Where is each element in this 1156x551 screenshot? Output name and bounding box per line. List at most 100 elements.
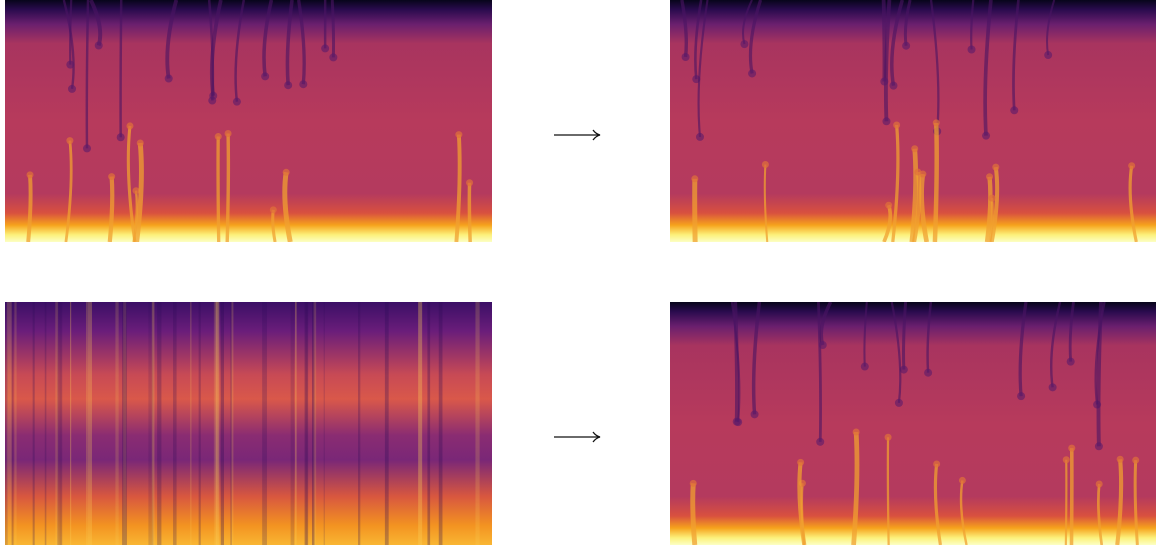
texture xyxy=(1063,456,1070,463)
texture xyxy=(83,144,91,152)
texture xyxy=(283,169,290,176)
texture xyxy=(1068,445,1075,452)
texture xyxy=(888,437,889,545)
texture xyxy=(108,173,115,180)
texture xyxy=(321,44,329,52)
texture xyxy=(45,302,47,545)
texture xyxy=(148,302,153,545)
texture xyxy=(816,438,824,446)
texture xyxy=(1017,392,1025,400)
texture xyxy=(295,302,297,545)
texture xyxy=(157,302,161,545)
texture xyxy=(199,302,201,545)
texture xyxy=(7,302,12,545)
heatmap xyxy=(5,0,492,242)
texture xyxy=(935,123,937,242)
texture xyxy=(60,302,62,545)
texture xyxy=(693,483,695,545)
texture xyxy=(231,302,233,545)
texture xyxy=(1096,480,1103,487)
texture xyxy=(959,477,966,484)
texture xyxy=(933,460,940,467)
texture xyxy=(66,61,74,69)
texture xyxy=(914,169,921,176)
texture xyxy=(992,164,999,171)
texture xyxy=(797,459,804,466)
texture xyxy=(439,302,443,545)
texture xyxy=(853,428,860,435)
texture xyxy=(385,302,389,545)
texture xyxy=(933,119,940,126)
texture xyxy=(324,302,325,545)
texture xyxy=(982,132,990,140)
texture xyxy=(1132,457,1139,464)
texture xyxy=(748,69,756,77)
texture xyxy=(1067,358,1075,366)
texture xyxy=(466,179,473,186)
texture xyxy=(690,480,697,487)
texture xyxy=(988,195,995,202)
texture xyxy=(733,418,741,426)
texture xyxy=(86,302,87,545)
texture xyxy=(751,410,759,418)
texture xyxy=(696,133,704,141)
texture xyxy=(173,302,177,545)
texture xyxy=(329,53,337,61)
texture xyxy=(165,75,173,83)
field-top-right xyxy=(670,0,1156,242)
texture xyxy=(469,183,470,242)
texture xyxy=(12,302,14,545)
texture xyxy=(762,161,769,168)
texture xyxy=(70,0,71,65)
field-top-left xyxy=(5,0,492,242)
texture xyxy=(14,302,16,545)
texture xyxy=(418,302,422,545)
texture xyxy=(208,97,216,105)
texture xyxy=(902,42,910,50)
texture xyxy=(233,98,241,106)
texture xyxy=(1044,51,1052,59)
texture xyxy=(882,117,890,125)
texture xyxy=(740,40,748,48)
texture xyxy=(455,131,462,138)
heatmap xyxy=(670,302,1156,545)
texture xyxy=(968,45,976,53)
texture xyxy=(122,302,127,545)
texture xyxy=(225,130,232,137)
texture xyxy=(1095,442,1103,450)
texture xyxy=(924,369,932,377)
texture xyxy=(33,302,35,545)
texture xyxy=(291,302,295,545)
texture xyxy=(270,206,277,213)
texture xyxy=(190,302,191,545)
texture xyxy=(218,137,219,242)
texture xyxy=(299,80,307,88)
texture xyxy=(221,302,224,545)
texture xyxy=(88,302,92,545)
texture xyxy=(427,302,430,545)
texture xyxy=(261,72,269,80)
texture xyxy=(332,0,333,57)
texture xyxy=(66,137,73,144)
texture xyxy=(475,302,479,545)
texture xyxy=(68,85,76,93)
texture xyxy=(861,363,869,371)
texture xyxy=(819,341,827,349)
texture xyxy=(126,122,133,129)
texture xyxy=(137,140,144,147)
texture xyxy=(117,133,125,141)
field-bottom-left xyxy=(5,302,492,545)
texture xyxy=(314,302,317,545)
texture xyxy=(27,171,34,178)
texture xyxy=(1049,383,1057,391)
field-bottom-right xyxy=(670,302,1156,545)
texture xyxy=(284,81,292,89)
texture xyxy=(121,0,122,137)
texture xyxy=(895,399,903,407)
texture xyxy=(305,302,308,545)
texture xyxy=(115,302,118,545)
texture xyxy=(889,82,897,90)
texture xyxy=(358,302,360,545)
texture xyxy=(691,175,698,182)
